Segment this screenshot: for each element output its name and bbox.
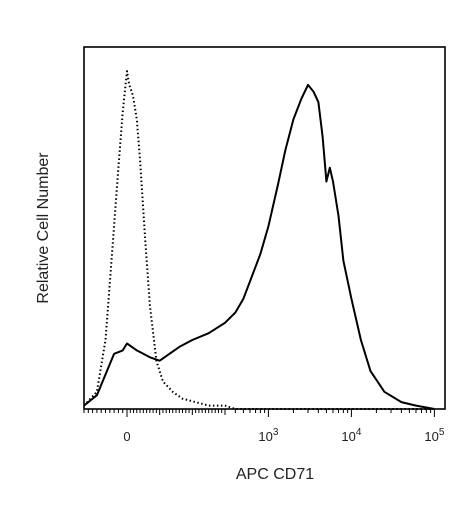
x-tick-label: 105: [424, 427, 444, 444]
histogram-line-dotted: [83, 70, 435, 410]
y-axis-title: Relative Cell Number: [35, 152, 52, 304]
x-tick-label: 103: [258, 427, 278, 444]
x-tick-label: 0: [123, 429, 130, 444]
histogram-line-solid: [83, 83, 435, 410]
x-axis-ticks: [83, 409, 435, 417]
x-tick-labels: 0 103 104 105: [123, 427, 444, 444]
histogram-series: [83, 70, 435, 410]
x-tick-label: 104: [341, 427, 361, 444]
plot-frame: [83, 46, 446, 410]
x-axis-title: APC CD71: [236, 466, 314, 483]
